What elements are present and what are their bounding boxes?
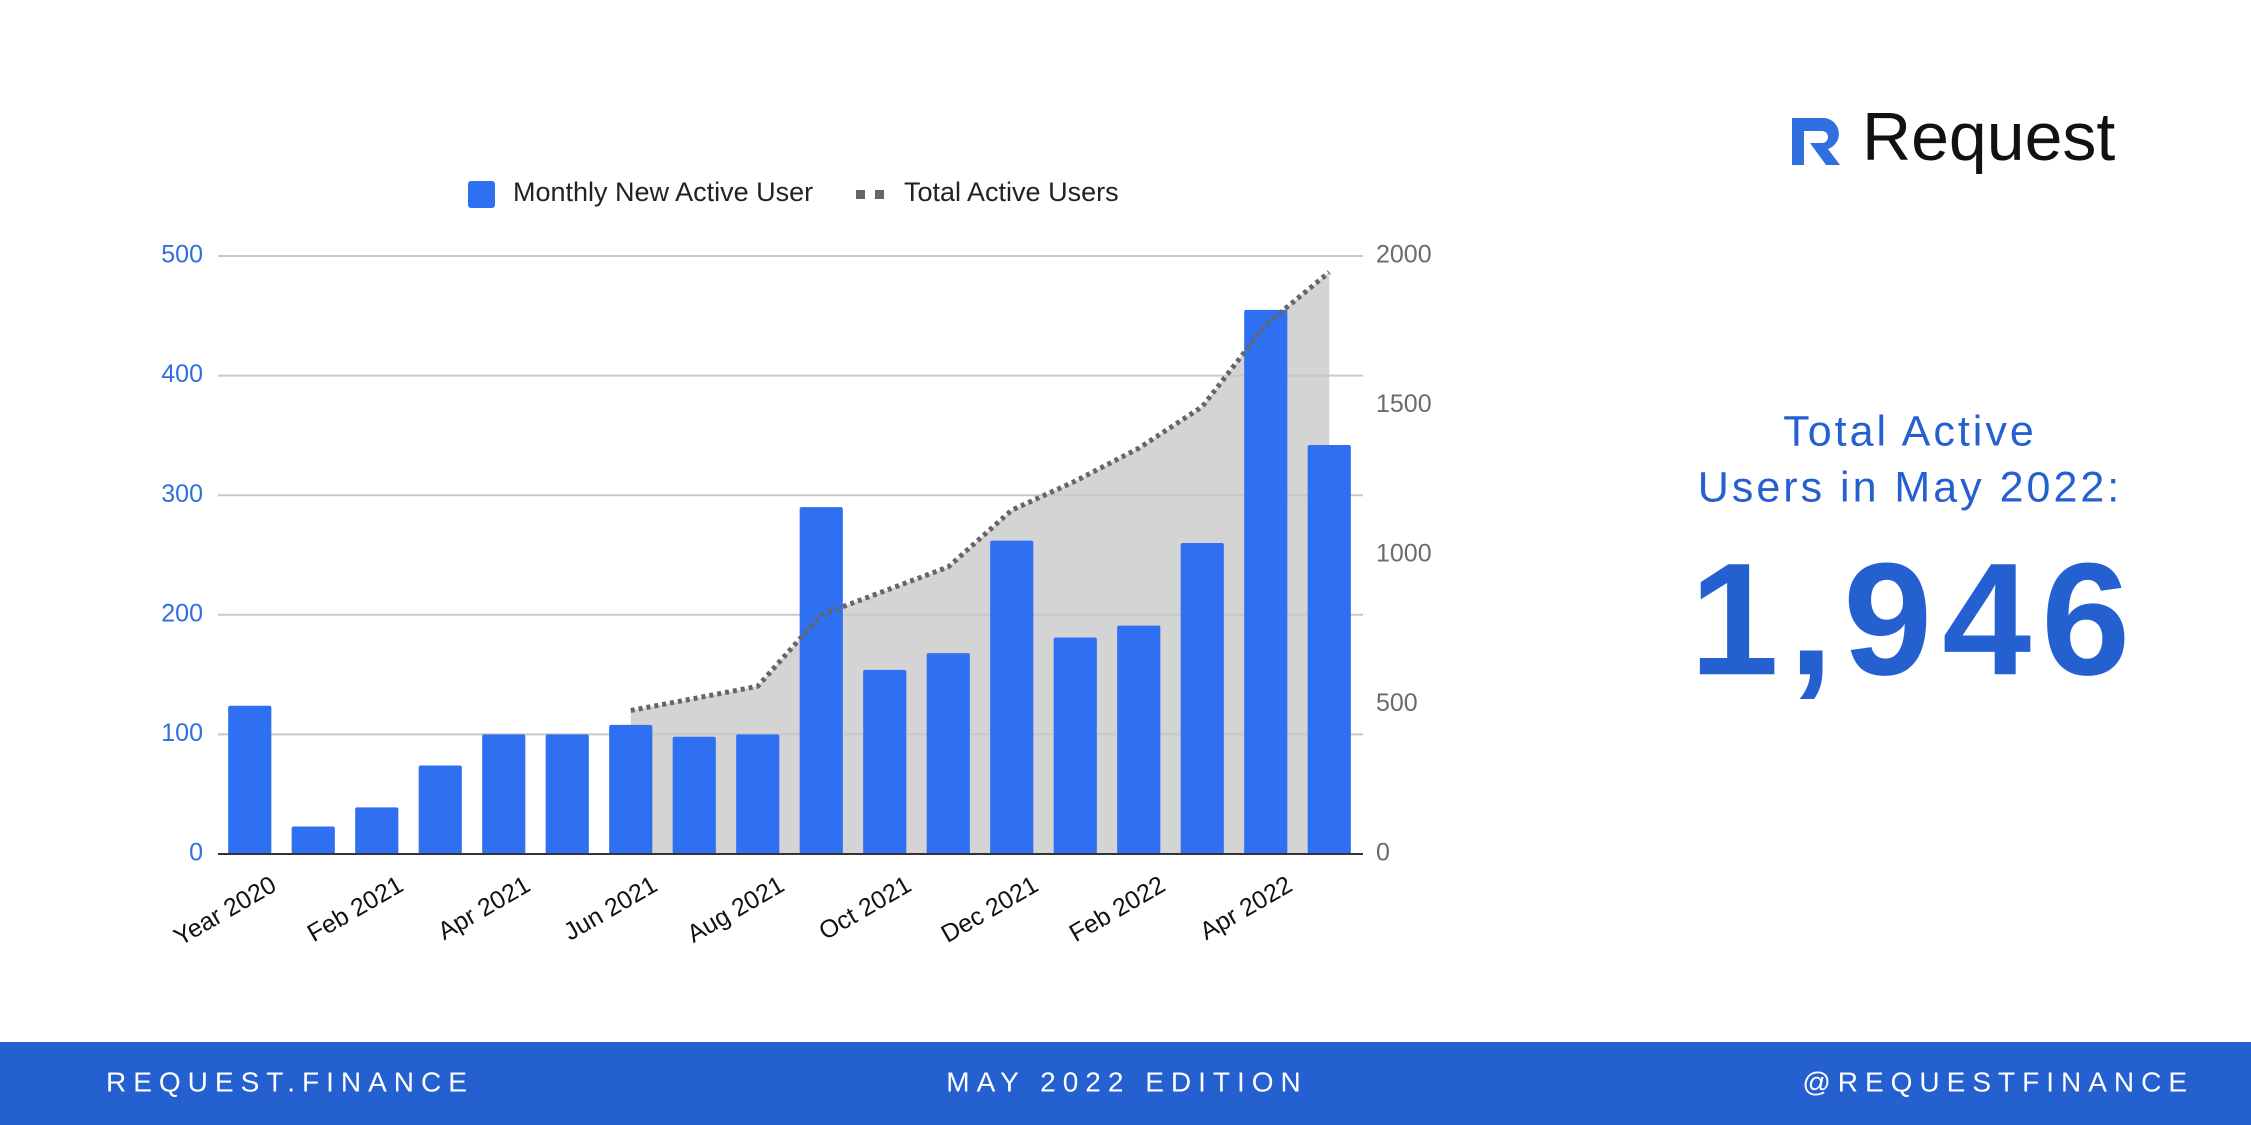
- bar: [1053, 637, 1097, 854]
- line: [630, 270, 1331, 713]
- bar: [291, 826, 335, 854]
- y2-tick-label: 0: [1376, 839, 1390, 867]
- bar: [1117, 625, 1161, 854]
- legend-swatch: [468, 181, 495, 208]
- y-tick-label: 500: [161, 241, 203, 269]
- bar: [228, 705, 272, 854]
- footer-center: MAY 2022 EDITION: [946, 1066, 1308, 1097]
- footer-left: REQUEST.FINANCE: [106, 1066, 474, 1097]
- bar: [1244, 309, 1288, 854]
- bar: [736, 734, 780, 854]
- footer-bar: [0, 1042, 2251, 1125]
- footer-right: @REQUESTFINANCE: [1802, 1066, 2194, 1097]
- y2-tick-label: 2000: [1376, 241, 1432, 269]
- y-tick-label: 0: [189, 839, 203, 867]
- y-tick-label: 400: [161, 360, 203, 388]
- y2-tick-label: 1500: [1376, 390, 1432, 418]
- y2-tick-label: 1000: [1376, 540, 1432, 568]
- legend-swatch: [856, 190, 865, 199]
- bar: [1180, 543, 1224, 854]
- bar: [863, 669, 907, 854]
- bar: [545, 734, 589, 854]
- bar: [926, 653, 970, 854]
- legend-swatch: [875, 190, 884, 199]
- bar: [799, 507, 843, 854]
- headline-number: 1,946: [1690, 529, 2140, 708]
- logo-icon: [1792, 118, 1840, 165]
- bar: [418, 765, 462, 854]
- y2-tick-label: 500: [1376, 689, 1418, 717]
- legend-label: Monthly New Active User: [513, 177, 813, 207]
- bar: [482, 734, 526, 854]
- logo-text: Request: [1862, 99, 2115, 175]
- y-tick-label: 100: [161, 719, 203, 747]
- bar: [672, 736, 716, 854]
- bar: [990, 540, 1034, 854]
- headline-line: Total Active: [1783, 407, 2037, 455]
- bar: [355, 807, 399, 854]
- bar: [1307, 444, 1351, 854]
- headline-line: Users in May 2022:: [1698, 463, 2122, 511]
- y-tick-label: 200: [161, 599, 203, 627]
- bar: [609, 724, 653, 854]
- legend-label: Total Active Users: [904, 177, 1119, 207]
- y-tick-label: 300: [161, 480, 203, 508]
